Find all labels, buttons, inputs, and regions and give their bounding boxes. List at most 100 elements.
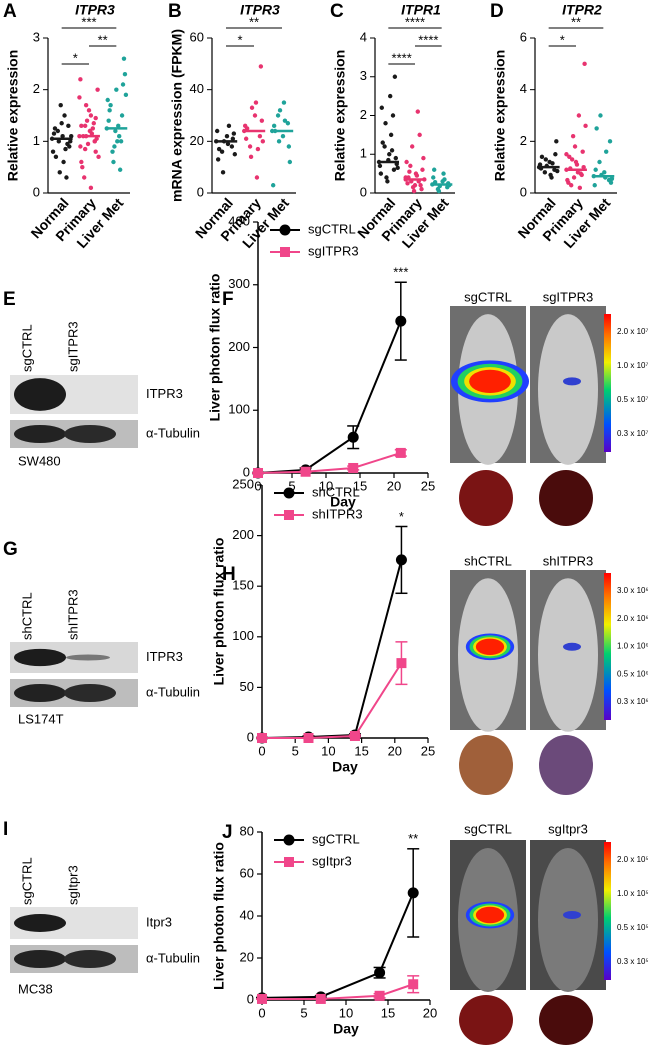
- x-tick-label: 0: [254, 478, 261, 493]
- marker: [303, 733, 314, 743]
- data-point: [581, 164, 586, 170]
- x-tick-label: 15: [381, 1005, 395, 1020]
- y-tick-label: 1: [33, 133, 40, 148]
- data-point: [421, 155, 426, 161]
- data-point: [432, 167, 437, 172]
- legend-label: sgCTRL: [312, 831, 360, 846]
- x-tick-label: 5: [288, 478, 295, 493]
- x-tick-label: 10: [319, 478, 333, 493]
- data-point: [82, 146, 88, 152]
- x-tick-label: 0: [258, 743, 265, 758]
- data-point: [59, 121, 64, 126]
- data-point: [93, 115, 98, 121]
- data-point: [380, 140, 385, 145]
- data-point: [573, 159, 579, 165]
- y-tick-label: 0: [247, 729, 254, 744]
- lane-label: shITPR3: [65, 589, 80, 640]
- legend-label: sgITPR3: [308, 243, 359, 258]
- y-tick-label: 300: [228, 276, 250, 291]
- series-line: [261, 892, 415, 999]
- color-bar-label: 2.0 x 10⁷: [617, 327, 648, 336]
- lane-label: sgCTRL: [19, 324, 34, 372]
- data-point: [96, 154, 101, 160]
- data-point: [69, 133, 74, 139]
- data-point: [393, 155, 398, 161]
- data-point: [580, 149, 585, 154]
- marker: [395, 447, 406, 458]
- x-tick-label: 25: [421, 743, 435, 758]
- data-point: [220, 170, 226, 175]
- image-label: shITPR3: [543, 553, 594, 568]
- marker: [407, 887, 419, 899]
- y-tick-label: 2: [520, 133, 527, 148]
- color-bar-label: 1.0 x 10⁵: [617, 889, 648, 898]
- significance-label: **: [98, 32, 108, 47]
- lane-label: sgItpr3: [65, 865, 80, 905]
- data-point: [92, 139, 97, 144]
- legend-marker: [284, 857, 294, 867]
- color-bar: [604, 314, 611, 452]
- y-tick-label: 400: [228, 213, 250, 228]
- data-point: [282, 118, 288, 123]
- data-point: [66, 123, 71, 129]
- data-point: [388, 93, 393, 99]
- data-point: [121, 56, 127, 61]
- color-bar-label: 1.0 x 10⁷: [617, 361, 648, 370]
- y-tick-label: 20: [240, 949, 254, 964]
- series-line: [257, 451, 402, 474]
- data-point: [243, 136, 249, 141]
- y-tick-label: 60: [240, 865, 254, 880]
- legend-marker: [283, 487, 295, 499]
- y-axis-title: Relative expression: [332, 50, 348, 182]
- data-point: [442, 177, 447, 182]
- data-point: [79, 159, 84, 165]
- data-point: [112, 144, 117, 149]
- data-point: [286, 144, 292, 149]
- significance-label: *: [73, 50, 78, 65]
- panel-letter: I: [3, 819, 8, 840]
- marker: [347, 431, 359, 443]
- data-point: [576, 113, 582, 118]
- series-line: [262, 983, 414, 1000]
- marker: [315, 993, 326, 1004]
- x-tick-label: 5: [300, 1005, 307, 1020]
- data-point: [412, 183, 418, 188]
- legend-marker: [284, 510, 294, 520]
- data-point: [377, 163, 383, 169]
- panel-letter: J: [222, 822, 233, 843]
- y-axis-title: Liver photon flux ratio: [211, 842, 227, 990]
- data-point: [255, 146, 261, 152]
- x-tick-label: 20: [423, 1005, 437, 1020]
- color-bar-label: 0.5 x 10⁷: [617, 395, 648, 404]
- marker: [257, 993, 267, 1004]
- data-point: [260, 139, 266, 144]
- image-label: sgCTRL: [464, 289, 512, 304]
- y-tick-label: 200: [228, 339, 250, 354]
- lane-label: sgITPR3: [65, 321, 80, 372]
- data-point: [276, 139, 282, 144]
- data-point: [389, 148, 395, 153]
- data-point: [257, 133, 263, 139]
- color-bar-label: 0.3 x 10⁵: [617, 957, 648, 966]
- data-point: [554, 139, 559, 144]
- y-tick-label: 60: [190, 29, 204, 44]
- data-point: [604, 149, 609, 154]
- data-point: [231, 131, 237, 136]
- data-point: [418, 183, 423, 188]
- data-point: [567, 154, 572, 160]
- annotation: **: [408, 831, 418, 846]
- data-point: [287, 159, 293, 165]
- blot-band: [14, 378, 66, 411]
- data-point: [78, 77, 83, 82]
- y-tick-label: 40: [240, 907, 254, 922]
- data-point: [275, 113, 281, 118]
- data-point: [281, 100, 287, 105]
- chart-title: ITPR1: [401, 2, 441, 18]
- data-point: [391, 167, 397, 172]
- marker: [374, 967, 386, 979]
- legend-marker: [283, 834, 295, 846]
- mouse: [538, 578, 598, 732]
- blot-band: [66, 654, 110, 661]
- series-line: [257, 320, 402, 474]
- marker: [300, 466, 311, 477]
